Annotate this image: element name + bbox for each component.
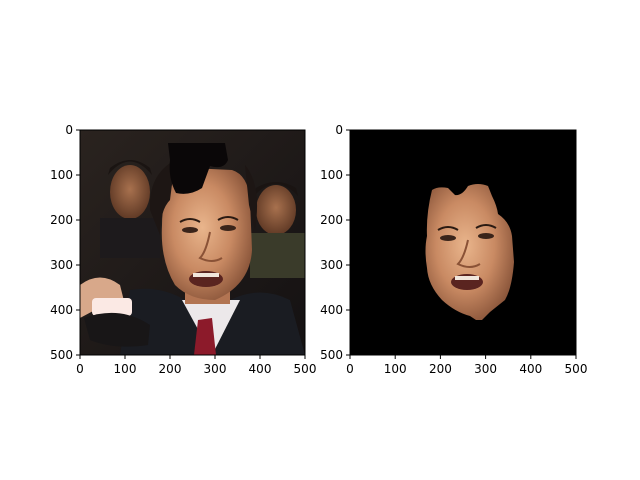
y-tick-label: 500 (50, 348, 73, 362)
x-tick-label: 500 (294, 362, 317, 376)
x-tick-label: 300 (474, 362, 497, 376)
y-tick-label: 0 (65, 123, 73, 137)
y-tick-label: 100 (50, 168, 73, 182)
x-tick-label: 300 (204, 362, 227, 376)
left-photo-panel (80, 130, 305, 355)
microphone (84, 312, 150, 347)
y-tick-label: 100 (320, 168, 343, 182)
y-tick-label: 200 (50, 213, 73, 227)
y-tick-label: 300 (50, 258, 73, 272)
y-tick-label: 200 (320, 213, 343, 227)
dark-patch (168, 143, 228, 194)
x-tick-label: 400 (519, 362, 542, 376)
y-tick-label: 400 (320, 303, 343, 317)
y-tick-label: 500 (320, 348, 343, 362)
x-tick-label: 400 (249, 362, 272, 376)
right-axes-frame (349, 129, 577, 356)
x-tick-label: 200 (429, 362, 452, 376)
x-tick-label: 500 (565, 362, 588, 376)
background-person-right (256, 185, 296, 235)
tie (194, 318, 216, 355)
left-axes-frame (79, 129, 306, 356)
main-face (161, 168, 252, 300)
background-person-left (110, 165, 150, 219)
y-tick-label: 300 (320, 258, 343, 272)
y-tick-label: 0 (335, 123, 343, 137)
x-tick-label: 0 (76, 362, 84, 376)
x-tick-label: 0 (346, 362, 354, 376)
y-tick-label: 400 (50, 303, 73, 317)
right-mask-panel (350, 130, 576, 355)
x-tick-label: 100 (114, 362, 137, 376)
x-tick-label: 200 (159, 362, 182, 376)
segmented-face (425, 184, 514, 320)
x-tick-label: 100 (384, 362, 407, 376)
